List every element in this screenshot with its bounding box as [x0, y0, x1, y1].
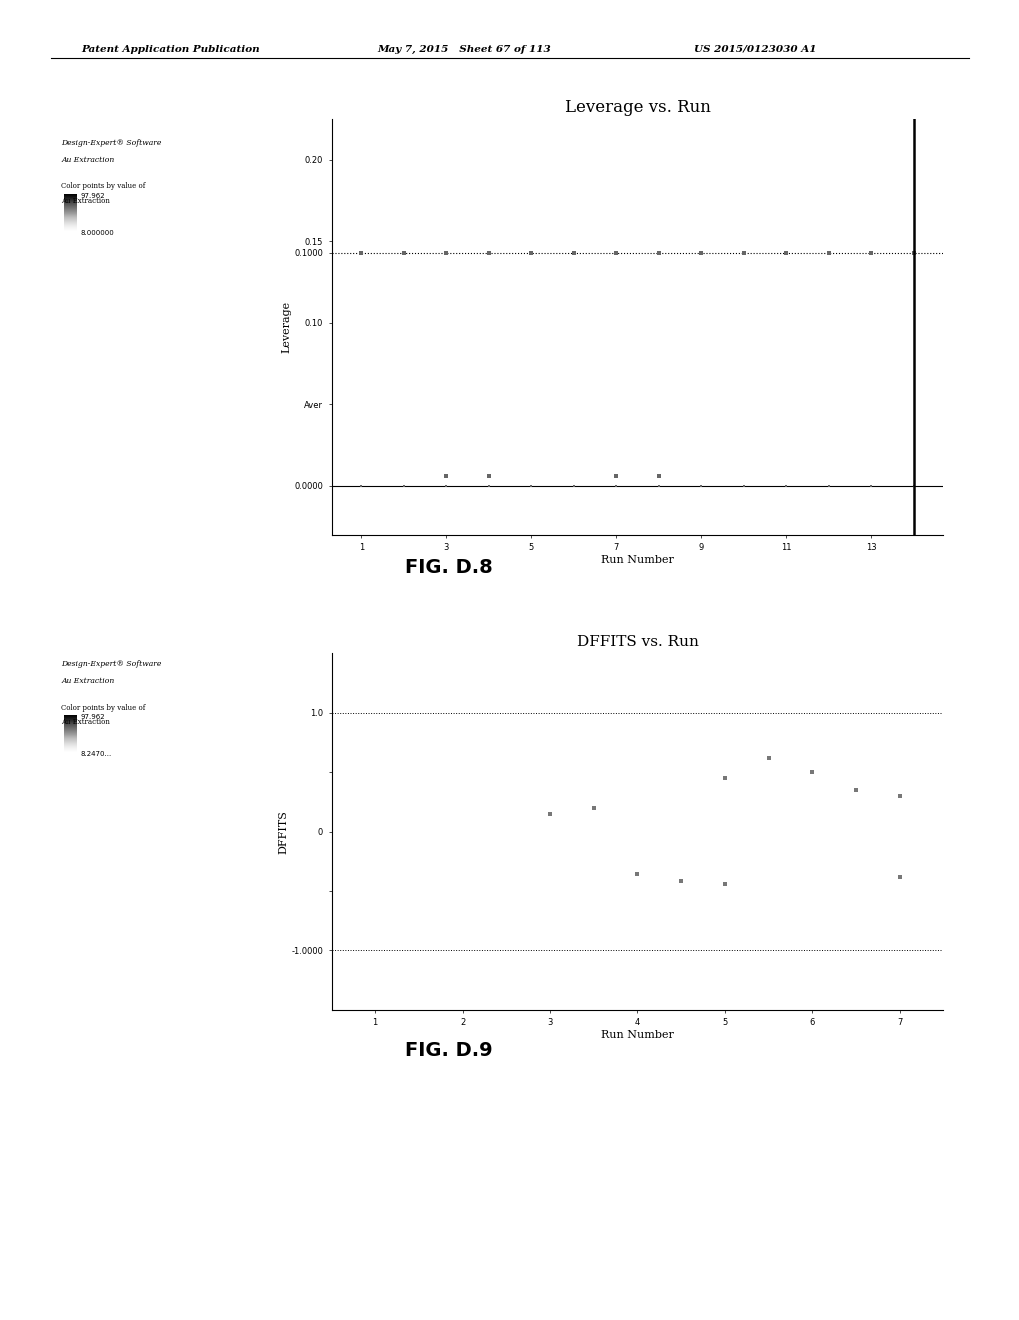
- Point: [716, 874, 733, 895]
- Point: [777, 475, 794, 496]
- X-axis label: Run Number: Run Number: [600, 554, 674, 565]
- Text: FIG. D.8: FIG. D.8: [405, 558, 492, 577]
- Point: [862, 475, 878, 496]
- Point: [438, 475, 454, 496]
- Point: [541, 803, 557, 824]
- Point: [438, 466, 454, 487]
- Text: Patent Application Publication: Patent Application Publication: [82, 45, 260, 54]
- Point: [480, 242, 496, 263]
- Point: [607, 466, 624, 487]
- Point: [438, 242, 454, 263]
- Point: [905, 475, 921, 496]
- Text: Au Extraction: Au Extraction: [61, 156, 114, 164]
- Point: [607, 242, 624, 263]
- Title: Leverage vs. Run: Leverage vs. Run: [564, 99, 710, 116]
- Text: US 2015/0123030 A1: US 2015/0123030 A1: [693, 45, 815, 54]
- Point: [693, 242, 709, 263]
- Text: 97.962: 97.962: [81, 714, 105, 721]
- Point: [820, 475, 837, 496]
- Point: [693, 475, 709, 496]
- Text: Au Extraction: Au Extraction: [61, 718, 110, 726]
- Point: [395, 242, 412, 263]
- Point: [716, 767, 733, 788]
- Text: Design-Expert® Software: Design-Expert® Software: [61, 139, 161, 147]
- Point: [777, 242, 794, 263]
- Text: 97.962: 97.962: [81, 193, 105, 199]
- Point: [607, 475, 624, 496]
- Point: [891, 785, 907, 807]
- Point: [978, 880, 995, 902]
- Point: [760, 747, 776, 768]
- Point: [585, 797, 601, 818]
- Y-axis label: Leverage: Leverage: [281, 301, 291, 352]
- Point: [480, 475, 496, 496]
- Text: Color points by value of: Color points by value of: [61, 704, 146, 711]
- Title: DFFITS vs. Run: DFFITS vs. Run: [576, 635, 698, 649]
- Point: [905, 242, 921, 263]
- Text: FIG. D.9: FIG. D.9: [405, 1041, 492, 1060]
- Point: [353, 242, 369, 263]
- Point: [735, 475, 751, 496]
- Text: Design-Expert® Software: Design-Expert® Software: [61, 660, 161, 668]
- Point: [978, 774, 995, 795]
- Point: [523, 475, 539, 496]
- Point: [862, 242, 878, 263]
- Point: [523, 242, 539, 263]
- Point: [735, 242, 751, 263]
- Text: 8.2470...: 8.2470...: [81, 751, 112, 758]
- Point: [650, 475, 666, 496]
- Point: [650, 242, 666, 263]
- Point: [847, 779, 863, 800]
- Text: Au Extraction: Au Extraction: [61, 677, 114, 685]
- Point: [395, 475, 412, 496]
- X-axis label: Run Number: Run Number: [600, 1030, 674, 1040]
- Point: [673, 871, 689, 892]
- Text: Au Extraction: Au Extraction: [61, 197, 110, 205]
- Text: May 7, 2015   Sheet 67 of 113: May 7, 2015 Sheet 67 of 113: [377, 45, 550, 54]
- Point: [891, 866, 907, 887]
- Point: [480, 466, 496, 487]
- Point: [353, 475, 369, 496]
- Point: [566, 242, 582, 263]
- Point: [820, 242, 837, 263]
- Text: 8.000000: 8.000000: [81, 230, 114, 236]
- Text: Color points by value of: Color points by value of: [61, 182, 146, 190]
- Point: [566, 475, 582, 496]
- Point: [650, 466, 666, 487]
- Y-axis label: DFFITS: DFFITS: [278, 809, 288, 854]
- Point: [629, 863, 645, 884]
- Point: [803, 762, 819, 783]
